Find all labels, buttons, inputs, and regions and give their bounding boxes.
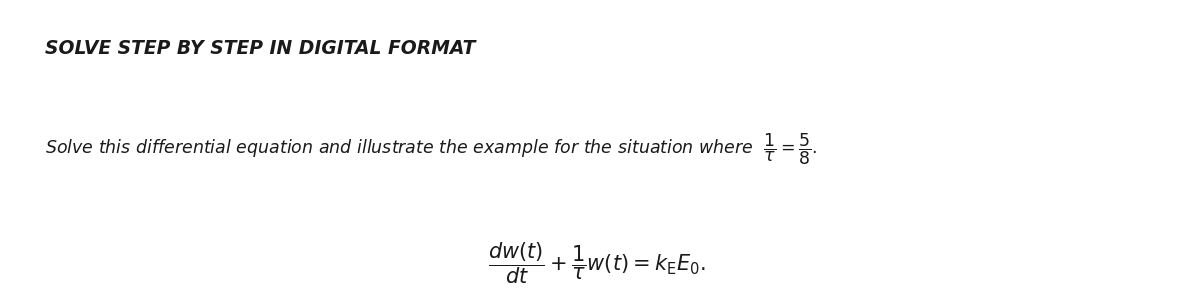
Text: SOLVE STEP BY STEP IN DIGITAL FORMAT: SOLVE STEP BY STEP IN DIGITAL FORMAT: [45, 39, 476, 58]
Text: $\mathit{Solve\ this\ differential\ equation\ and\ illustrate\ the\ example\ for: $\mathit{Solve\ this\ differential\ equa…: [45, 132, 817, 167]
Text: $\dfrac{dw(t)}{dt} + \dfrac{1}{\tau}w(t) = k_{\mathrm{E}}E_0.$: $\dfrac{dw(t)}{dt} + \dfrac{1}{\tau}w(t)…: [488, 240, 705, 286]
